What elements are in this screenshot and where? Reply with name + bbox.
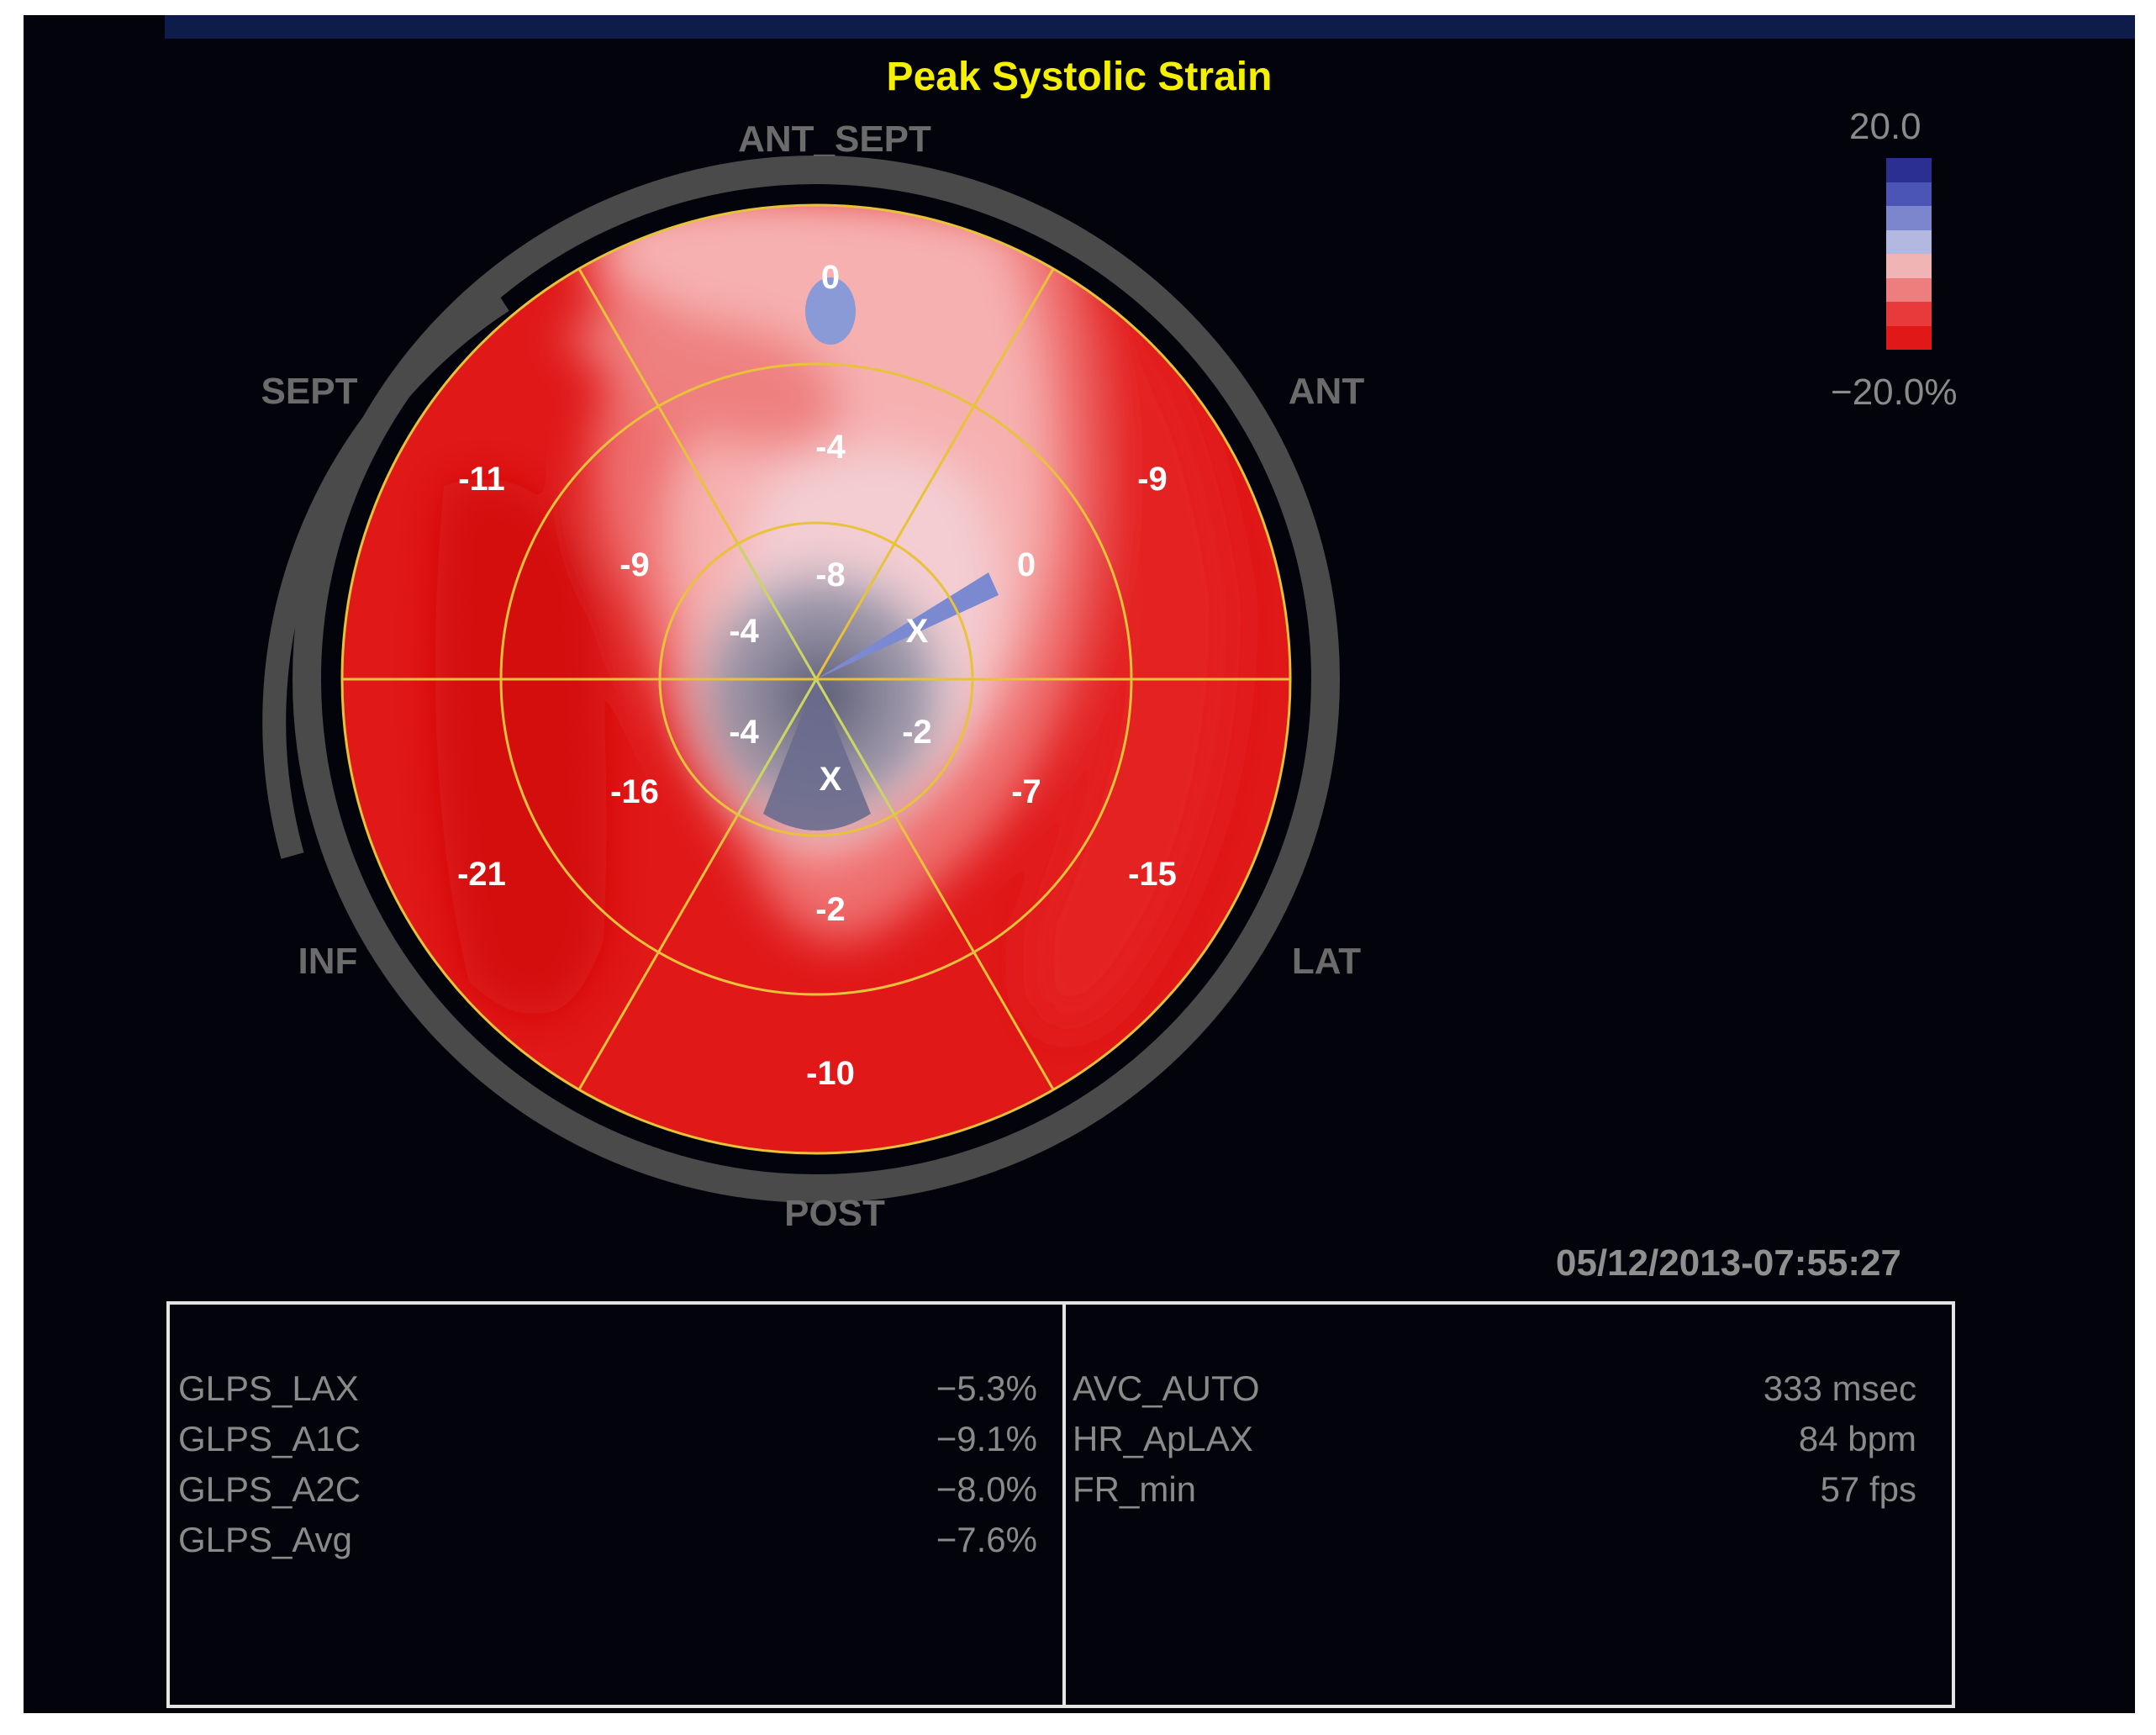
scale-color-step (1886, 206, 1932, 230)
segment-value: -15 (1128, 856, 1177, 893)
stat-value: −5.3% (936, 1368, 1037, 1408)
segment-value: 0 (821, 259, 840, 296)
scale-color-step (1886, 277, 1932, 302)
stat-value: −8.0% (936, 1469, 1037, 1509)
scale-color-step (1886, 302, 1932, 326)
outer-ring (293, 156, 1340, 1203)
segment-value: 0 (1017, 546, 1036, 583)
stat-name: GLPS_A1C (178, 1419, 361, 1458)
segment-value: -2 (902, 714, 932, 751)
segment-value: -11 (458, 461, 505, 498)
segment-value: -9 (1137, 461, 1168, 498)
scale-color-step (1886, 158, 1932, 182)
color-scale-bar (1886, 158, 1932, 350)
stat-name: AVC_AUTO (1073, 1368, 1260, 1408)
segment-value: -16 (610, 773, 659, 810)
stat-value: −7.6% (936, 1520, 1037, 1559)
segment-value: -4 (815, 429, 846, 466)
stat-name: GLPS_LAX (178, 1368, 359, 1408)
sector-inf: INF (298, 941, 358, 982)
echo-screen: Peak Systolic Strain (24, 15, 2135, 1713)
stat-value: −9.1% (936, 1419, 1037, 1458)
bullseye-plot: ANT_SEPT ANT LAT POST INF SEPT 0 -9 -15 … (261, 119, 1365, 1226)
segment-value: -8 (815, 556, 846, 593)
sector-ant-sept: ANT_SEPT (738, 119, 931, 160)
stats-panel: GLPS_LAX −5.3% GLPS_A1C −9.1% GLPS_A2C −… (166, 1301, 1955, 1708)
segment-value: -10 (806, 1055, 855, 1092)
stat-value: 57 fps (1820, 1469, 1916, 1509)
segment-value: -4 (729, 714, 759, 751)
stat-value: 84 bpm (1798, 1419, 1916, 1458)
stat-value: 333 msec (1763, 1368, 1916, 1408)
sector-ant: ANT (1289, 371, 1365, 412)
scale-max-label: 20.0 (1849, 106, 1921, 147)
stats-divider (1062, 1305, 1066, 1705)
sector-sept: SEPT (261, 371, 358, 412)
stat-name: GLPS_A2C (178, 1469, 361, 1509)
segment-value: -4 (729, 613, 759, 650)
scale-color-step (1886, 229, 1932, 254)
timestamp: 05/12/2013-07:55:27 (1556, 1242, 1901, 1284)
outer-ring-arc (262, 291, 509, 859)
scale-min-label: −20.0% (1831, 372, 1958, 413)
top-bar (165, 15, 2135, 39)
stat-name: HR_ApLAX (1073, 1419, 1253, 1458)
sector-post: POST (784, 1193, 885, 1226)
segment-value: -21 (457, 856, 506, 893)
segment-value: X (820, 761, 842, 798)
segment-value: -2 (815, 891, 846, 928)
page-title: Peak Systolic Strain (886, 55, 1273, 99)
stat-name: GLPS_Avg (178, 1520, 353, 1559)
scale-color-step (1886, 254, 1932, 278)
scale-color-step (1886, 182, 1932, 206)
segment-value: -9 (619, 546, 650, 583)
stat-name: FR_min (1073, 1469, 1197, 1509)
sector-lat: LAT (1292, 941, 1361, 982)
segment-value: X (906, 613, 929, 650)
scale-color-step (1886, 325, 1932, 350)
segment-value: -7 (1011, 773, 1041, 810)
